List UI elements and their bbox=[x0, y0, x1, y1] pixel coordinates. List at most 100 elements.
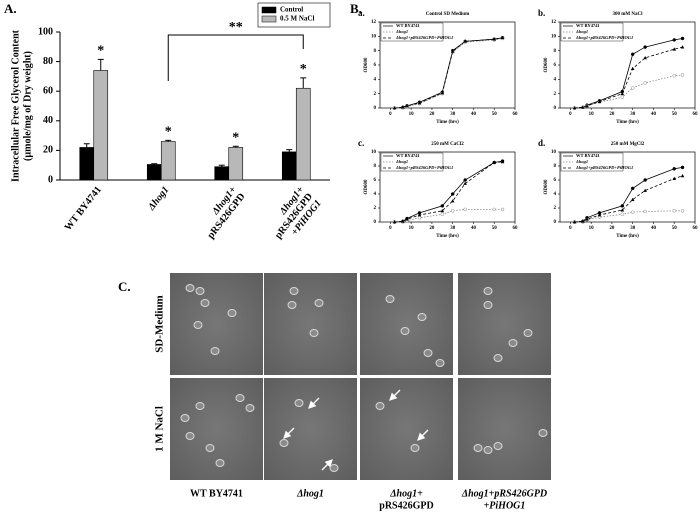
cell bbox=[538, 429, 548, 437]
panel-letter: d. bbox=[538, 138, 545, 148]
cell bbox=[309, 329, 319, 337]
y-tick-label: 6 bbox=[554, 63, 557, 68]
significance: * bbox=[97, 44, 104, 59]
y-tick-label: 6 bbox=[554, 178, 557, 183]
cell bbox=[287, 301, 297, 309]
bracket bbox=[167, 34, 304, 81]
plot-frame bbox=[379, 151, 516, 223]
cell bbox=[279, 439, 289, 447]
legend-label: Δhog1+pRS426GPD+PiHOG1 bbox=[395, 35, 453, 40]
marker bbox=[463, 181, 467, 185]
cell bbox=[180, 414, 190, 422]
y-tick-label: 10 bbox=[371, 150, 377, 155]
x-tick-label: 40 bbox=[471, 112, 477, 117]
x-tick-label: 30 bbox=[450, 226, 456, 231]
cell bbox=[235, 394, 245, 402]
panel-letter: a. bbox=[358, 8, 365, 18]
legend-box bbox=[560, 22, 624, 42]
y-tick-label: 0 bbox=[554, 220, 557, 225]
x-tick-label-line: Δhog1 bbox=[146, 184, 172, 213]
x-tick-label: 10 bbox=[409, 112, 415, 117]
cell bbox=[329, 464, 339, 472]
column-label: Δhog1+ bbox=[389, 488, 423, 499]
panel-label: C. bbox=[118, 279, 131, 294]
marker bbox=[405, 217, 409, 221]
marker bbox=[450, 209, 455, 213]
column-label: WT BY4741 bbox=[190, 488, 243, 499]
legend-label: Δhog1 bbox=[395, 29, 408, 34]
cell bbox=[483, 446, 493, 454]
marker bbox=[581, 105, 585, 109]
series-line bbox=[574, 175, 683, 223]
y-tick-label: 4 bbox=[374, 192, 377, 197]
chart-title: Control SD Medium bbox=[426, 12, 470, 17]
micrograph bbox=[170, 273, 263, 375]
x-tick-label: WT BY4741 bbox=[63, 184, 104, 232]
bar bbox=[281, 151, 297, 181]
legend-label: WT BY4741 bbox=[576, 153, 601, 158]
marker bbox=[620, 212, 625, 217]
x-tick-label: 60 bbox=[693, 226, 699, 231]
y-tick-label: 8 bbox=[554, 49, 557, 54]
row-label: SD-Medium bbox=[154, 295, 166, 352]
legend-label: WT BY4741 bbox=[396, 153, 421, 158]
y-tick-label: 0 bbox=[374, 106, 377, 111]
marker bbox=[672, 47, 677, 51]
column-label: Δhog1+pRS426GPD bbox=[461, 488, 547, 499]
marker bbox=[572, 220, 577, 224]
marker bbox=[405, 104, 409, 108]
significance: * bbox=[165, 125, 172, 140]
cell bbox=[483, 301, 493, 309]
cell bbox=[435, 359, 445, 367]
marker bbox=[440, 212, 445, 217]
cell bbox=[410, 444, 420, 452]
x-tick-label: Δhog1+pRS426GPD bbox=[205, 184, 247, 241]
marker bbox=[680, 209, 685, 213]
x-tick-label: 10 bbox=[589, 226, 595, 231]
cell bbox=[375, 402, 385, 410]
x-tick-label: 20 bbox=[429, 226, 435, 231]
marker bbox=[392, 106, 397, 110]
y-tick-label: 4 bbox=[554, 192, 557, 197]
cell bbox=[417, 313, 427, 321]
cell bbox=[493, 442, 503, 450]
marker bbox=[585, 104, 589, 108]
y-label: Intracellular Free Glycerol Content bbox=[10, 29, 21, 182]
y-tick-label: 4 bbox=[554, 77, 557, 82]
x-tick-label: 50 bbox=[492, 112, 498, 117]
x-tick-label-line: WT BY4741 bbox=[63, 184, 104, 232]
cell bbox=[423, 349, 433, 357]
marker bbox=[597, 213, 602, 217]
x-label: Time (hrs) bbox=[616, 234, 639, 239]
cell bbox=[195, 402, 205, 410]
y-tick-label: 100 bbox=[38, 26, 53, 37]
cell bbox=[227, 309, 237, 317]
cell bbox=[193, 321, 203, 329]
marker bbox=[643, 188, 647, 192]
x-label: Time (hrs) bbox=[616, 120, 639, 125]
x-label: Time (hrs) bbox=[436, 234, 459, 239]
y-tick-label: 2 bbox=[554, 206, 557, 211]
cell bbox=[195, 287, 205, 295]
micrograph bbox=[458, 378, 551, 480]
cell bbox=[205, 444, 215, 452]
panel-label: B. bbox=[350, 1, 362, 16]
marker bbox=[492, 207, 496, 212]
y-tick-label: 60 bbox=[43, 85, 53, 96]
marker bbox=[643, 81, 647, 85]
series-line bbox=[394, 37, 503, 109]
marker bbox=[630, 52, 635, 56]
y-label: OD600 bbox=[364, 179, 369, 195]
x-tick-label: 0 bbox=[389, 226, 392, 231]
marker bbox=[680, 45, 685, 49]
cell bbox=[400, 327, 410, 335]
x-tick-label: 0 bbox=[569, 226, 572, 231]
column-label: +PiHOG1 bbox=[484, 500, 526, 511]
x-tick-label: Δhog1 bbox=[146, 184, 172, 213]
y-tick-label: 10 bbox=[551, 34, 557, 39]
y-tick-label: 0 bbox=[48, 174, 53, 185]
legend-box bbox=[380, 22, 444, 42]
series-line bbox=[394, 160, 503, 223]
arrow bbox=[321, 459, 333, 471]
y-label: OD600 bbox=[364, 57, 369, 73]
